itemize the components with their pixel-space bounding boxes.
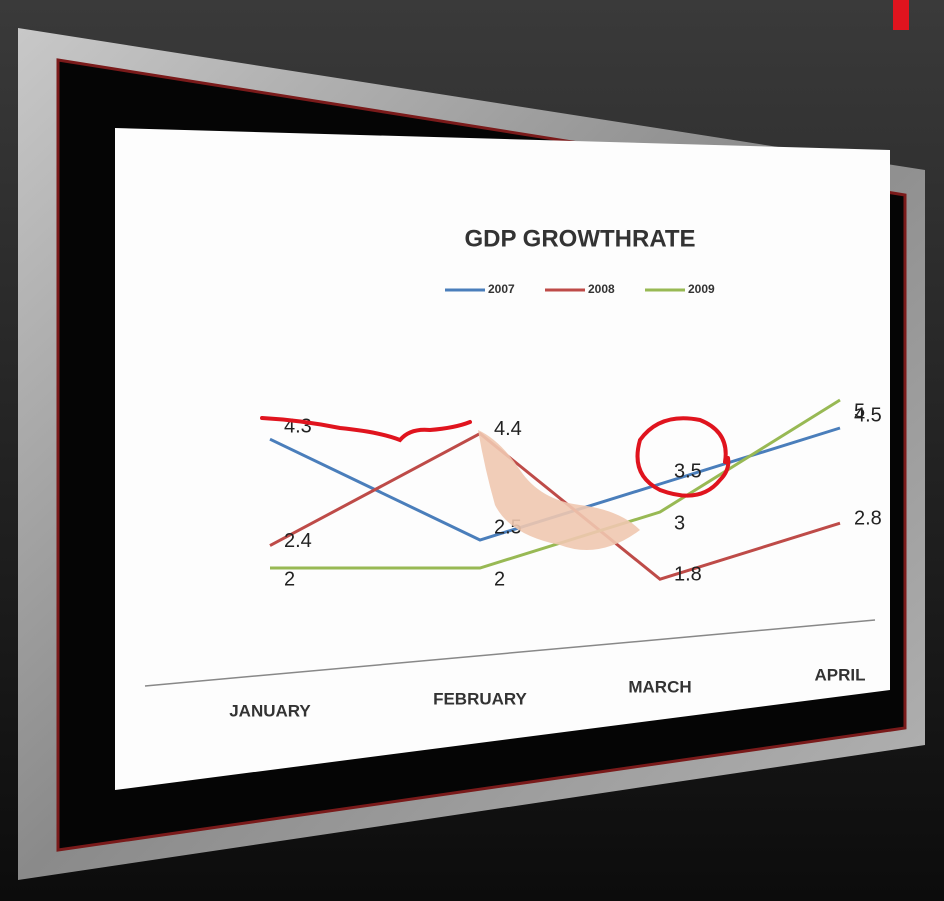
data-label: 2.8 bbox=[854, 507, 882, 529]
data-label: 4.4 bbox=[494, 418, 522, 440]
corner-mark bbox=[893, 0, 909, 30]
data-label: 3.5 bbox=[674, 460, 702, 482]
x-tick-label: APRIL bbox=[815, 665, 866, 684]
x-tick-label: FEBRUARY bbox=[433, 689, 527, 708]
data-label: 2 bbox=[494, 568, 505, 590]
x-tick-label: MARCH bbox=[628, 677, 691, 696]
legend-label: 2008 bbox=[588, 282, 615, 296]
chart-title: GDP GROWTHRATE bbox=[464, 225, 695, 252]
data-label: 2.4 bbox=[284, 530, 312, 552]
data-label: 2 bbox=[284, 568, 295, 590]
whiteboard-photo: GDP GROWTHRATE 2007 2008 2009 JANUARY FEBRUA… bbox=[0, 0, 944, 901]
data-label: 5 bbox=[854, 400, 865, 422]
legend-label: 2007 bbox=[488, 282, 515, 296]
data-label: 3 bbox=[674, 512, 685, 534]
legend-label: 2009 bbox=[688, 282, 715, 296]
data-label: 1.8 bbox=[674, 563, 702, 585]
x-tick-label: JANUARY bbox=[229, 701, 311, 720]
